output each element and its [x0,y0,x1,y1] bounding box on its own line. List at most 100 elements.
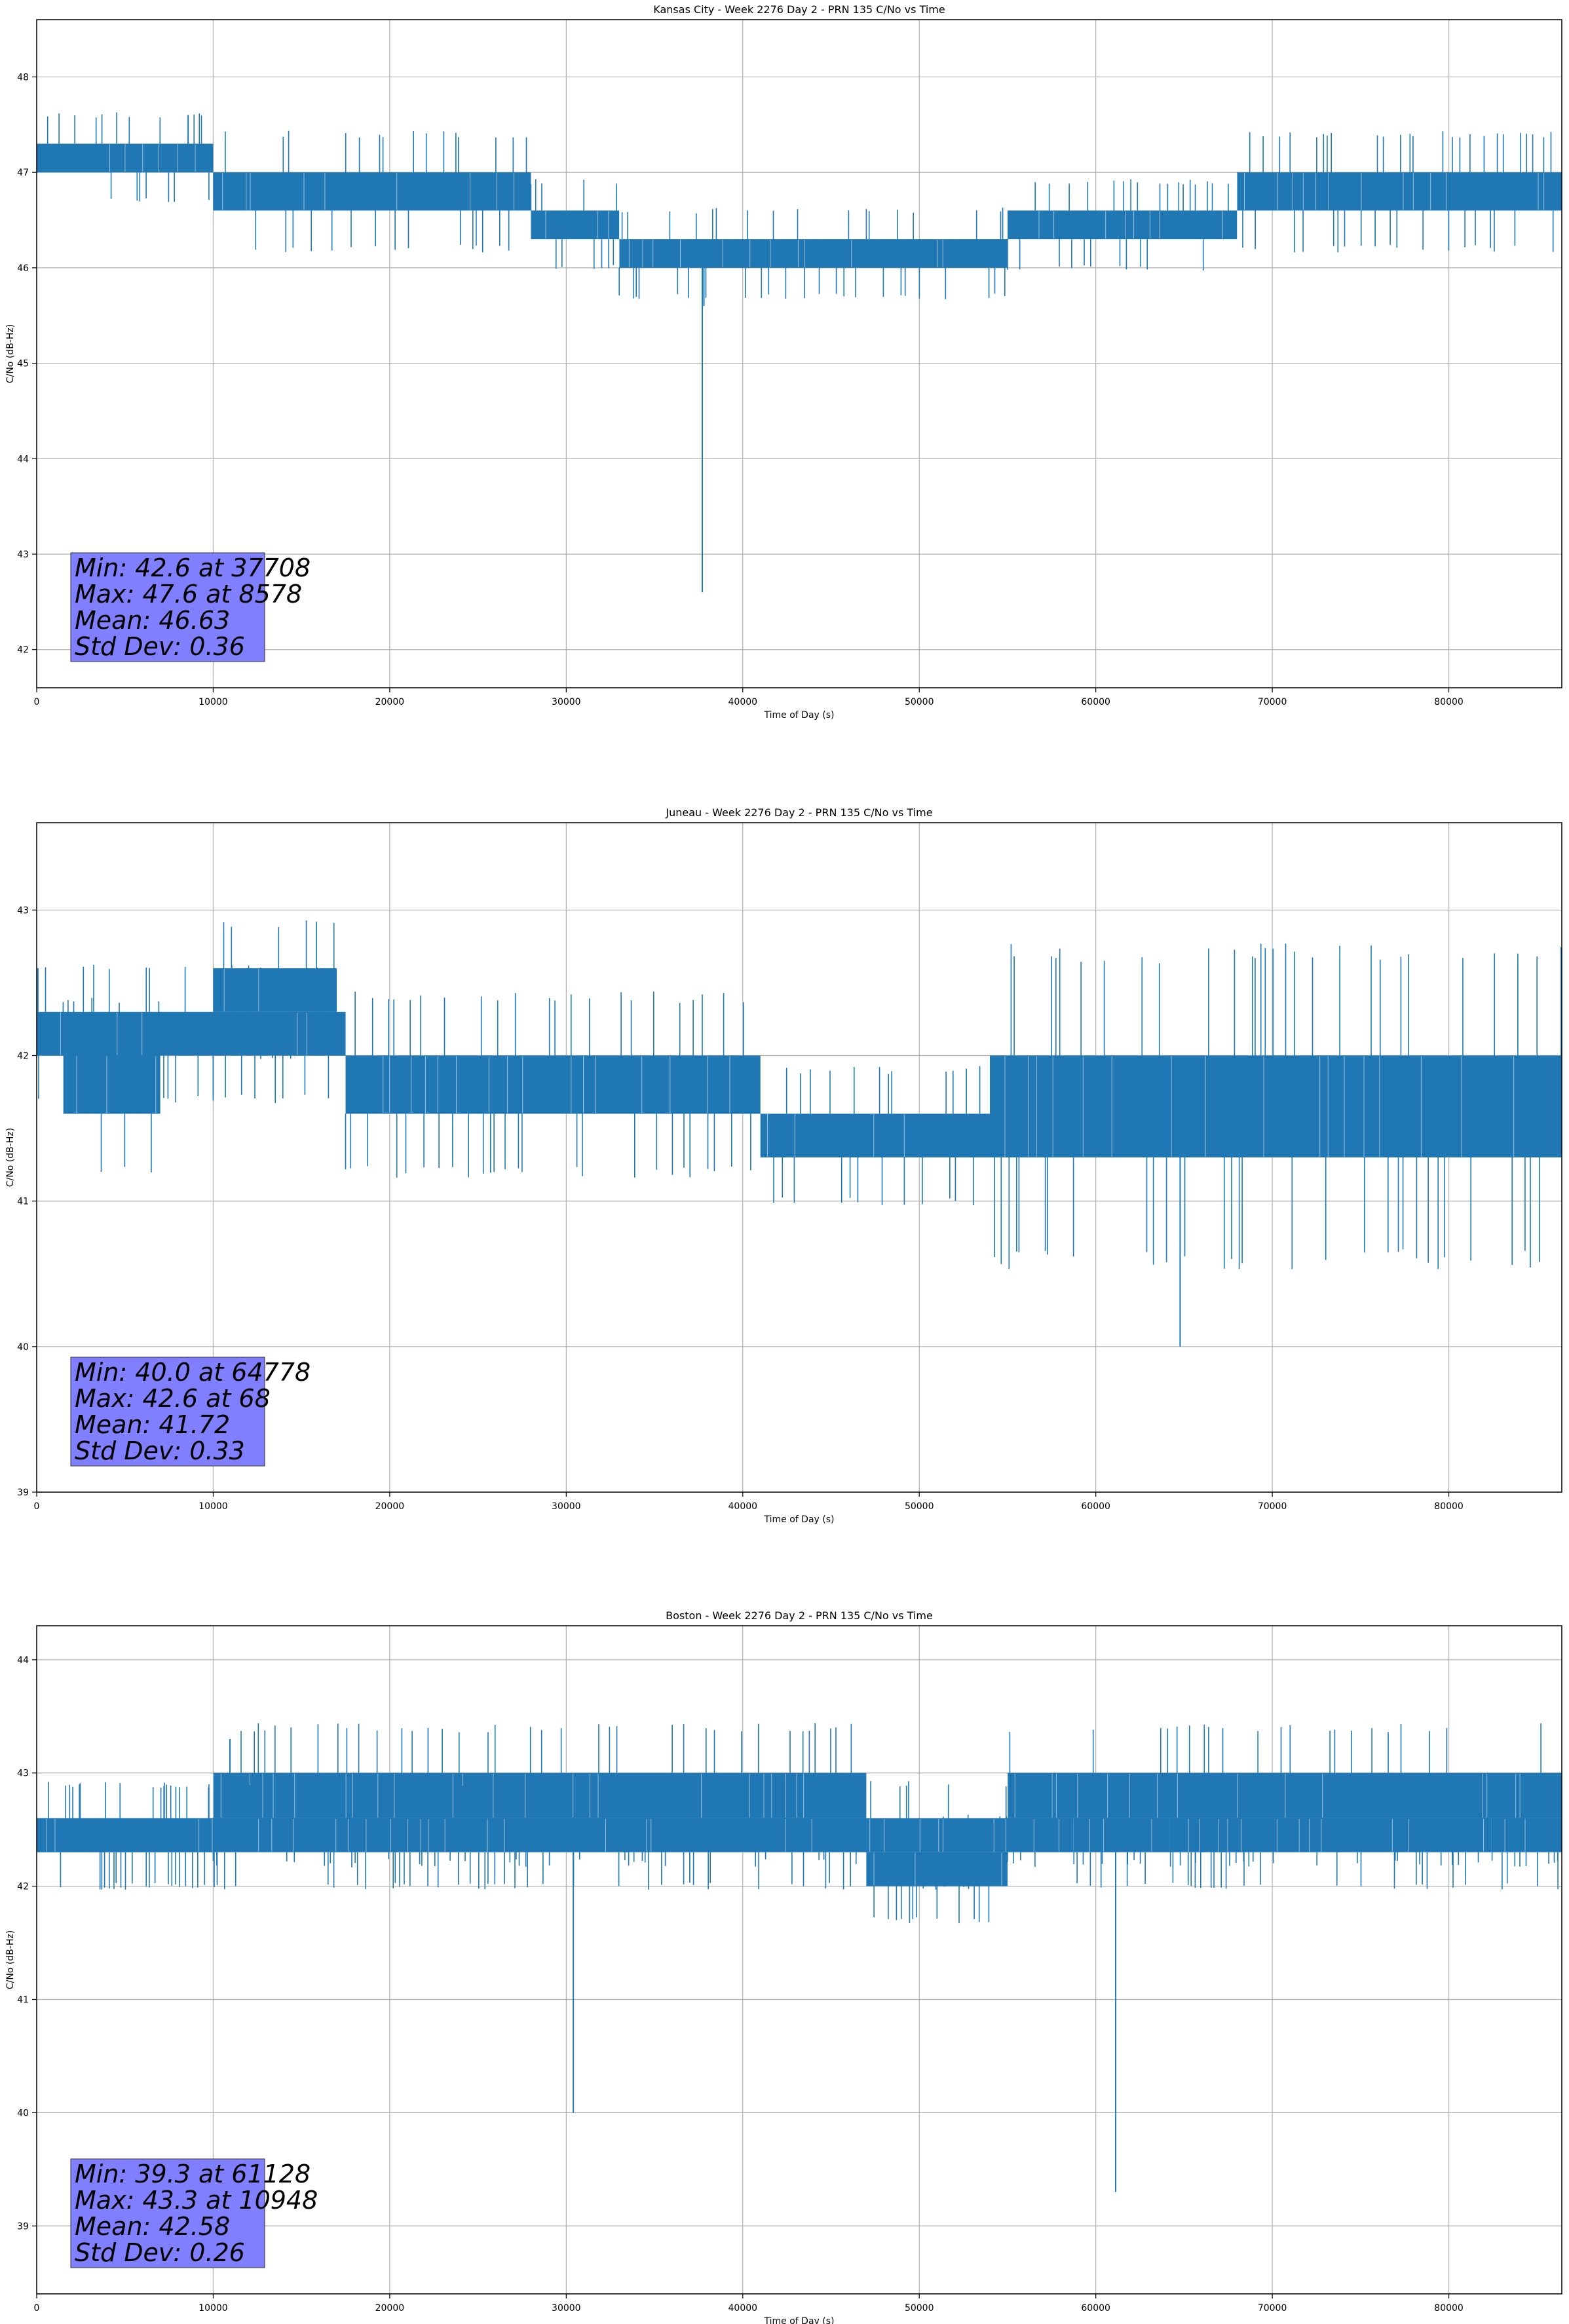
stats-box [70,2158,265,2268]
y-tick-label: 43 [17,1769,29,1779]
chart-title: Boston - Week 2276 Day 2 - PRN 135 C/No … [666,1609,933,1622]
series-band-4 [345,1055,761,1114]
stats-min: Min: 42.6 at 37708 [75,553,311,582]
stats-box [70,1357,265,1467]
series-band-2 [866,1852,1008,1886]
x-tick-label: 30000 [552,2303,581,2314]
stats-max: Max: 42.6 at 68 [75,1384,271,1413]
x-tick-label: 30000 [552,1501,581,1512]
axes-frame [36,1625,1562,2295]
x-axis-label: Time of Day (s) [764,710,835,721]
x-tick-label: 20000 [375,2303,405,2314]
x-tick-label: 80000 [1434,697,1464,707]
series-excursions-2 [530,179,617,269]
series-band-3 [37,1818,1562,1852]
series-band-2 [213,968,337,1012]
x-tick-label: 70000 [1258,697,1287,707]
chart-panel-1: 0 10000 20000 30000 40000 50000 60000 70000 8000… [5,806,1562,1525]
series-band-5 [1237,172,1562,211]
series-band-1 [213,172,531,211]
x-tick-label: 80000 [1434,1501,1464,1512]
axes-frame [36,822,1562,1493]
series-band-1 [63,1055,161,1114]
series-gaps-5 [767,1114,905,1157]
stats-max: Max: 43.3 at 10948 [75,2186,318,2215]
series-band-1 [213,1772,867,1818]
series-excursions-4 [1007,1723,1559,1867]
series-gaps-6 [1004,1056,1515,1157]
series-gaps-1 [62,1056,157,1114]
series-gaps-4 [1038,211,1223,239]
x-tick-label: 40000 [728,697,758,707]
y-tick-label: 41 [17,1197,29,1207]
stats-std: Std Dev: 0.36 [75,632,245,661]
series-gaps-3 [297,1012,307,1055]
series-gaps-2 [223,969,259,1011]
x-tick-label: 60000 [1081,697,1110,707]
y-tick-label: 48 [17,72,29,83]
series-excursions-5 [773,1066,981,1206]
series-gaps-5 [1236,173,1545,210]
x-tick-label: 40000 [728,2303,758,2314]
y-tick-label: 42 [17,645,29,656]
x-tick-label: 60000 [1081,2303,1110,2314]
series-band-4 [1007,1772,1562,1818]
x-tick-label: 70000 [1258,1501,1287,1512]
chart-title: Juneau - Week 2276 Day 2 - PRN 135 C/No … [665,806,932,819]
stats-mean: Mean: 42.58 [75,2212,230,2241]
stats-std: Std Dev: 0.26 [75,2238,245,2267]
x-tick-label: 20000 [375,1501,405,1512]
series-gaps-2 [873,1852,1002,1886]
stats-max: Max: 47.6 at 8578 [75,580,302,609]
series-excursions-4 [345,991,751,1178]
y-tick-label: 43 [17,550,29,560]
x-tick-label: 10000 [198,697,228,707]
series-gaps-2 [545,211,609,239]
chart-panel-2: 0 10000 20000 30000 40000 50000 60000 70000 8000… [5,1609,1562,2324]
series-band-0 [37,1011,214,1056]
chart-title: Kansas City - Week 2276 Day 2 - PRN 135 … [653,3,945,16]
x-tick-label: 10000 [198,1501,228,1512]
series-excursions-0 [48,1782,210,1890]
x-tick-label: 0 [34,697,40,707]
x-tick-label: 0 [34,1501,40,1512]
x-tick-label: 10000 [198,2303,228,2314]
x-tick-label: 80000 [1434,2303,1464,2314]
series-excursions-3 [618,208,1006,299]
chart-panel-0: 0 10000 20000 30000 40000 50000 60000 70000 8000… [5,3,1562,721]
series-band-3 [619,239,1008,268]
plot-area [37,20,1562,688]
series-gaps-1 [222,173,514,210]
y-tick-label: 40 [17,1342,29,1353]
x-axis-label: Time of Day (s) [764,2316,835,2324]
stats-min: Min: 40.0 at 64778 [75,1358,311,1387]
series-band-5 [760,1114,990,1157]
series-gaps-4 [1007,1773,1521,1818]
x-tick-label: 30000 [552,697,581,707]
x-tick-label: 50000 [905,1501,934,1512]
x-tick-label: 40000 [728,1501,758,1512]
series-excursions-5 [1242,131,1554,253]
series-excursions-1 [225,130,527,253]
stats-std: Std Dev: 0.33 [75,1436,245,1465]
y-tick-label: 42 [17,1882,29,1892]
stats-mean: Mean: 41.72 [75,1410,230,1439]
y-tick-label: 44 [17,1655,29,1666]
series-excursions-0 [47,112,210,202]
series-excursions-6 [994,943,1562,1269]
series-gaps-4 [383,1056,730,1114]
x-axis-label: Time of Day (s) [764,1514,835,1525]
x-tick-label: 60000 [1081,1501,1110,1512]
y-tick-label: 40 [17,2108,29,2118]
y-tick-label: 42 [17,1051,29,1061]
stats-mean: Mean: 46.63 [75,606,230,635]
x-tick-label: 20000 [375,697,405,707]
x-tick-label: 50000 [905,2303,934,2314]
y-axis-label: C/No (dB-Hz) [5,1930,16,1989]
series-band-4 [1007,210,1238,240]
stats-min: Min: 39.3 at 61128 [75,2160,311,2188]
y-axis-label: C/No (dB-Hz) [5,324,16,383]
axes-frame [36,19,1562,688]
y-tick-label: 47 [17,168,29,178]
series-band-6 [990,1055,1562,1157]
